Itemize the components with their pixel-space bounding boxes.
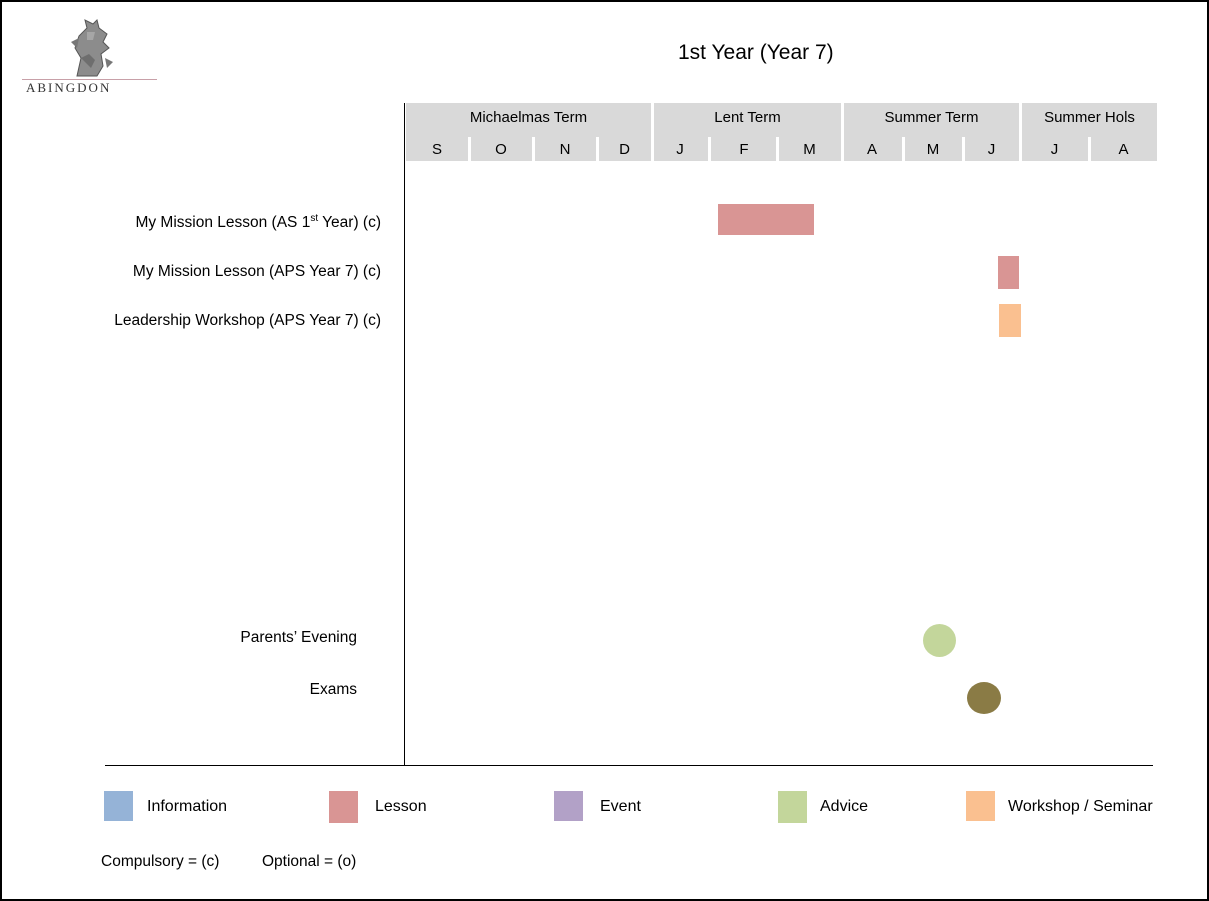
workshop-bar-leadership — [999, 304, 1021, 337]
month-divider — [532, 137, 535, 161]
row-label-mission-as: My Mission Lesson (AS 1st Year) (c) — [135, 212, 381, 232]
legend-label-advice: Advice — [820, 798, 869, 815]
month-label: J — [1050, 141, 1059, 158]
month-label: M — [926, 141, 940, 158]
logo-rule — [22, 79, 157, 80]
month-divider — [962, 137, 965, 161]
legend-label-information: Information — [147, 798, 228, 815]
row-label-leadership-workshop: Leadership Workshop (APS Year 7) (c) — [114, 312, 381, 329]
month-label: O — [495, 141, 507, 158]
term-header-summer — [844, 103, 1019, 161]
row-label-mission-aps: My Mission Lesson (APS Year 7) (c) — [132, 263, 381, 280]
logo-wordmark: ABINGDON — [26, 80, 112, 95]
month-label: S — [431, 141, 442, 158]
month-divider — [902, 137, 905, 161]
footnote-compulsory: Compulsory = (c) — [101, 853, 220, 870]
month-label: N — [559, 141, 571, 158]
month-label: J — [676, 141, 684, 158]
timeline-axis-vertical — [404, 103, 405, 765]
advice-marker-parents-evening — [923, 624, 956, 657]
exams-marker — [967, 682, 1001, 714]
term-label: Summer Hols — [1044, 109, 1135, 126]
month-label: F — [739, 141, 749, 158]
term-label: Summer Term — [884, 109, 979, 126]
month-label: D — [619, 141, 630, 158]
row-label-text: My Mission Lesson (AS 1 — [135, 214, 311, 231]
month-divider — [468, 137, 471, 161]
month-label: A — [866, 141, 877, 158]
lesson-bar-mission-as — [718, 204, 814, 235]
legend-swatch-lesson — [329, 791, 358, 823]
milestone-label-exams: Exams — [309, 681, 357, 698]
term-header-michaelmas — [406, 103, 651, 161]
milestone-label-parents-evening: Parents’ Evening — [240, 629, 357, 646]
term-label: Michaelmas Term — [469, 109, 588, 126]
legend-swatch-information — [104, 791, 133, 821]
legend-label-workshop: Workshop / Seminar — [1008, 798, 1153, 815]
month-divider — [708, 137, 711, 161]
month-label: M — [803, 141, 816, 158]
month-label: J — [987, 141, 996, 158]
lesson-bar-mission-aps — [998, 256, 1019, 289]
footnote-optional: Optional = (o) — [262, 853, 357, 870]
month-label: A — [1118, 141, 1129, 158]
month-divider — [1088, 137, 1091, 161]
legend-label-lesson: Lesson — [375, 798, 427, 815]
row-label-text: Year) (c) — [318, 214, 381, 231]
legend-swatch-workshop — [966, 791, 995, 821]
term-header-lent — [654, 103, 841, 161]
legend-swatch-advice — [778, 791, 807, 823]
legend-label-event: Event — [600, 798, 641, 815]
griffin-crest-icon — [71, 19, 113, 77]
month-divider — [776, 137, 779, 161]
legend-divider — [105, 765, 1153, 766]
abingdon-logo: ABINGDON — [22, 16, 157, 96]
month-divider — [596, 137, 599, 161]
page-title: 1st Year (Year 7) — [678, 41, 834, 64]
legend-swatch-event — [554, 791, 583, 821]
term-label: Lent Term — [714, 109, 781, 126]
row-label-superscript: st — [310, 212, 319, 224]
